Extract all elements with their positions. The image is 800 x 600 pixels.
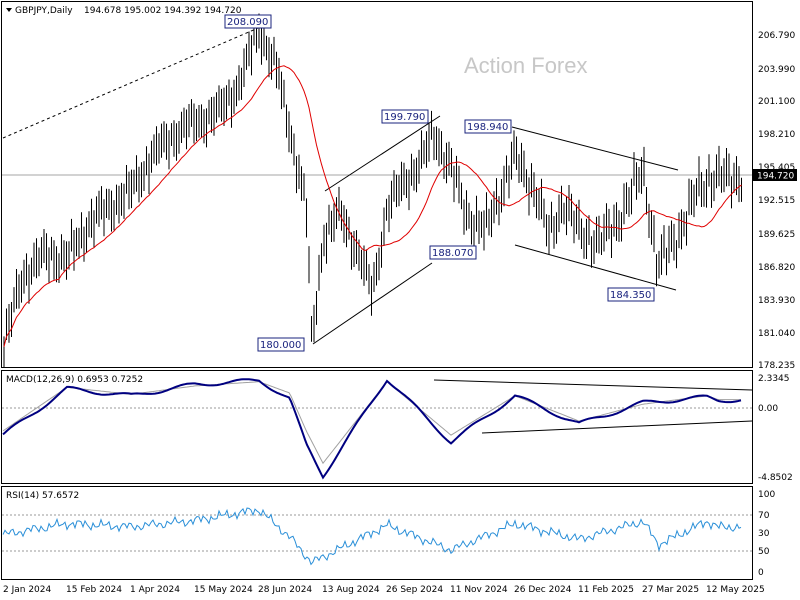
x-tick: 15 Feb 2024 <box>66 585 122 595</box>
price-tick: 206.790 <box>758 31 795 41</box>
rsi-line <box>2 507 742 566</box>
x-tick: 12 May 2025 <box>706 585 765 595</box>
watermark: Action Forex <box>464 53 588 78</box>
macd-line <box>2 378 742 480</box>
price-tick: 183.930 <box>758 296 795 306</box>
macd-tick: 2.3345 <box>758 374 790 384</box>
ohlc-values: 194.678 195.002 194.392 194.720 <box>84 6 242 16</box>
rsi-tick: 0 <box>758 568 764 578</box>
macd-panel-frame <box>1 370 753 484</box>
x-tick: 26 Dec 2024 <box>514 585 572 595</box>
symbol-label: GBPJPY,Daily <box>15 6 73 16</box>
rsi-title: RSI(14) 57.6572 <box>6 491 79 501</box>
svg-text:184.350: 184.350 <box>610 290 651 301</box>
price-tick: 198.210 <box>758 130 795 140</box>
price-panel-frame <box>1 1 753 368</box>
svg-text:208.090: 208.090 <box>227 17 268 28</box>
x-tick: 27 Mar 2025 <box>642 585 699 595</box>
rsi-panel-frame <box>1 486 753 580</box>
x-tick: 15 May 2024 <box>194 585 253 595</box>
rsi-tick: 70 <box>758 511 770 521</box>
chevron-down-icon[interactable] <box>6 8 12 12</box>
x-tick: 1 Apr 2024 <box>130 585 180 595</box>
svg-text:188.070: 188.070 <box>432 248 473 259</box>
annotation-198940: 198.940 <box>464 119 512 134</box>
current-price-tag <box>753 169 797 181</box>
x-tick: 26 Sep 2024 <box>386 585 443 595</box>
rsi-tick: 100 <box>758 490 775 500</box>
price-y-axis: 206.790 203.990 201.100 198.210 195.405 … <box>758 31 795 371</box>
macd-tick: 0.00 <box>758 404 778 414</box>
macd-tick: -4.8502 <box>758 473 793 483</box>
svg-text:198.940: 198.940 <box>467 122 508 133</box>
macd-lower-trendline <box>481 420 753 434</box>
x-tick: 2 Jan 2024 <box>3 585 51 595</box>
x-tick: 11 Nov 2024 <box>450 585 508 595</box>
svg-text:199.790: 199.790 <box>384 112 425 123</box>
price-tick: 181.040 <box>758 329 795 339</box>
macd-y-axis: 2.3345 0.00 -4.8502 <box>758 374 793 483</box>
price-bars <box>3 13 742 368</box>
price-tick: 186.820 <box>758 263 795 273</box>
wedge-upper-line <box>511 126 679 171</box>
series-layer <box>2 65 742 566</box>
macd-upper-trendline <box>433 379 753 391</box>
current-price-label: 194.720 <box>757 172 794 182</box>
channel-upper-line <box>324 115 441 192</box>
svg-text:180.000: 180.000 <box>260 340 301 351</box>
rsi-tick: 50 <box>758 547 770 557</box>
annotation-199790: 199.790 <box>381 109 429 124</box>
price-tick: 192.515 <box>758 196 795 206</box>
price-tick: 189.625 <box>758 230 795 240</box>
annotation-184350: 184.350 <box>607 287 655 302</box>
price-tick: 203.990 <box>758 65 795 75</box>
macd-title: MACD(12,26,9) 0.6953 0.7252 <box>6 375 143 385</box>
channel-lower-line <box>312 262 433 345</box>
price-tick: 178.235 <box>758 361 795 371</box>
rsi-tick: 30 <box>758 529 770 539</box>
wedge-lower-line <box>514 244 677 291</box>
x-tick: 13 Aug 2024 <box>322 585 380 595</box>
x-axis: 2 Jan 2024 15 Feb 2024 1 Apr 2024 15 May… <box>3 585 765 595</box>
price-tick: 195.405 <box>758 163 795 173</box>
moving-average-line <box>3 65 742 347</box>
annotation-188070: 188.070 <box>429 245 477 260</box>
x-tick: 28 Jun 2024 <box>258 585 312 595</box>
price-tick: 201.100 <box>758 97 795 107</box>
annotation-180000: 180.000 <box>257 337 305 352</box>
annotation-208090: 208.090 <box>224 14 272 29</box>
rsi-y-axis: 100 70 50 30 0 <box>758 490 775 578</box>
dotted-trendline <box>2 21 273 139</box>
x-tick: 11 Feb 2025 <box>578 585 634 595</box>
